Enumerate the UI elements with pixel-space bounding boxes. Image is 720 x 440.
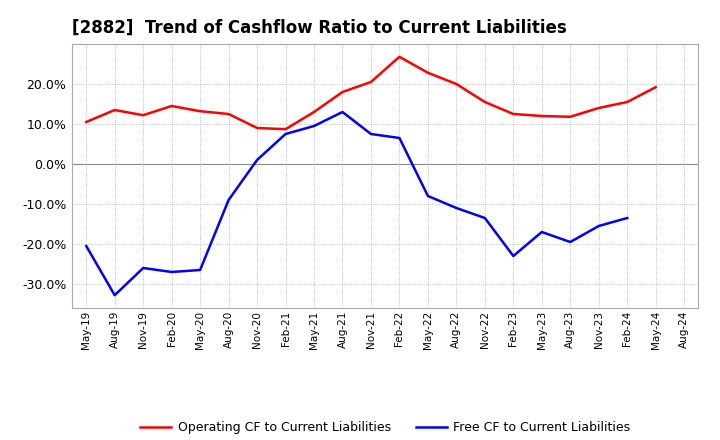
- Operating CF to Current Liabilities: [623, 99, 631, 105]
- Operating CF to Current Liabilities: [423, 70, 432, 75]
- Free CF to Current Liabilities: [225, 198, 233, 203]
- Operating CF to Current Liabilities: [595, 105, 603, 110]
- Operating CF to Current Liabilities: [537, 114, 546, 119]
- Operating CF to Current Liabilities: [652, 84, 660, 90]
- Text: [2882]  Trend of Cashflow Ratio to Current Liabilities: [2882] Trend of Cashflow Ratio to Curren…: [72, 19, 567, 37]
- Operating CF to Current Liabilities: [310, 110, 318, 115]
- Free CF to Current Liabilities: [623, 215, 631, 220]
- Free CF to Current Liabilities: [310, 123, 318, 128]
- Operating CF to Current Liabilities: [167, 103, 176, 109]
- Operating CF to Current Liabilities: [366, 79, 375, 84]
- Line: Free CF to Current Liabilities: Free CF to Current Liabilities: [86, 112, 627, 295]
- Free CF to Current Liabilities: [566, 239, 575, 245]
- Free CF to Current Liabilities: [366, 132, 375, 137]
- Operating CF to Current Liabilities: [338, 89, 347, 95]
- Operating CF to Current Liabilities: [452, 81, 461, 87]
- Free CF to Current Liabilities: [167, 269, 176, 275]
- Operating CF to Current Liabilities: [509, 111, 518, 117]
- Free CF to Current Liabilities: [338, 110, 347, 115]
- Operating CF to Current Liabilities: [566, 114, 575, 119]
- Free CF to Current Liabilities: [480, 215, 489, 220]
- Free CF to Current Liabilities: [509, 253, 518, 259]
- Free CF to Current Liabilities: [595, 224, 603, 229]
- Operating CF to Current Liabilities: [395, 54, 404, 59]
- Free CF to Current Liabilities: [110, 293, 119, 298]
- Legend: Operating CF to Current Liabilities, Free CF to Current Liabilities: Operating CF to Current Liabilities, Fre…: [135, 416, 635, 439]
- Operating CF to Current Liabilities: [196, 109, 204, 114]
- Operating CF to Current Liabilities: [282, 127, 290, 132]
- Free CF to Current Liabilities: [395, 136, 404, 141]
- Line: Operating CF to Current Liabilities: Operating CF to Current Liabilities: [86, 57, 656, 129]
- Free CF to Current Liabilities: [537, 229, 546, 235]
- Operating CF to Current Liabilities: [480, 99, 489, 105]
- Free CF to Current Liabilities: [282, 132, 290, 137]
- Operating CF to Current Liabilities: [82, 119, 91, 125]
- Free CF to Current Liabilities: [82, 243, 91, 249]
- Free CF to Current Liabilities: [452, 205, 461, 211]
- Operating CF to Current Liabilities: [139, 113, 148, 118]
- Free CF to Current Liabilities: [253, 158, 261, 163]
- Operating CF to Current Liabilities: [225, 111, 233, 117]
- Free CF to Current Liabilities: [423, 193, 432, 198]
- Free CF to Current Liabilities: [139, 265, 148, 271]
- Operating CF to Current Liabilities: [253, 125, 261, 131]
- Free CF to Current Liabilities: [196, 268, 204, 273]
- Operating CF to Current Liabilities: [110, 107, 119, 113]
